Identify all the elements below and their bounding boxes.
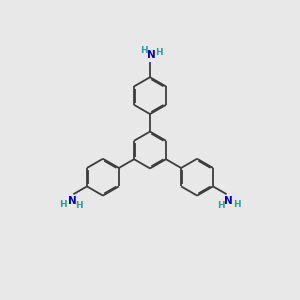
Text: H: H: [75, 201, 82, 210]
Text: N: N: [224, 196, 233, 206]
Text: H: H: [218, 201, 225, 210]
Text: N: N: [147, 50, 156, 60]
Text: N: N: [68, 196, 76, 206]
Text: H: H: [59, 200, 67, 209]
Text: H: H: [233, 200, 241, 209]
Text: H: H: [155, 48, 163, 57]
Text: H: H: [140, 46, 147, 55]
